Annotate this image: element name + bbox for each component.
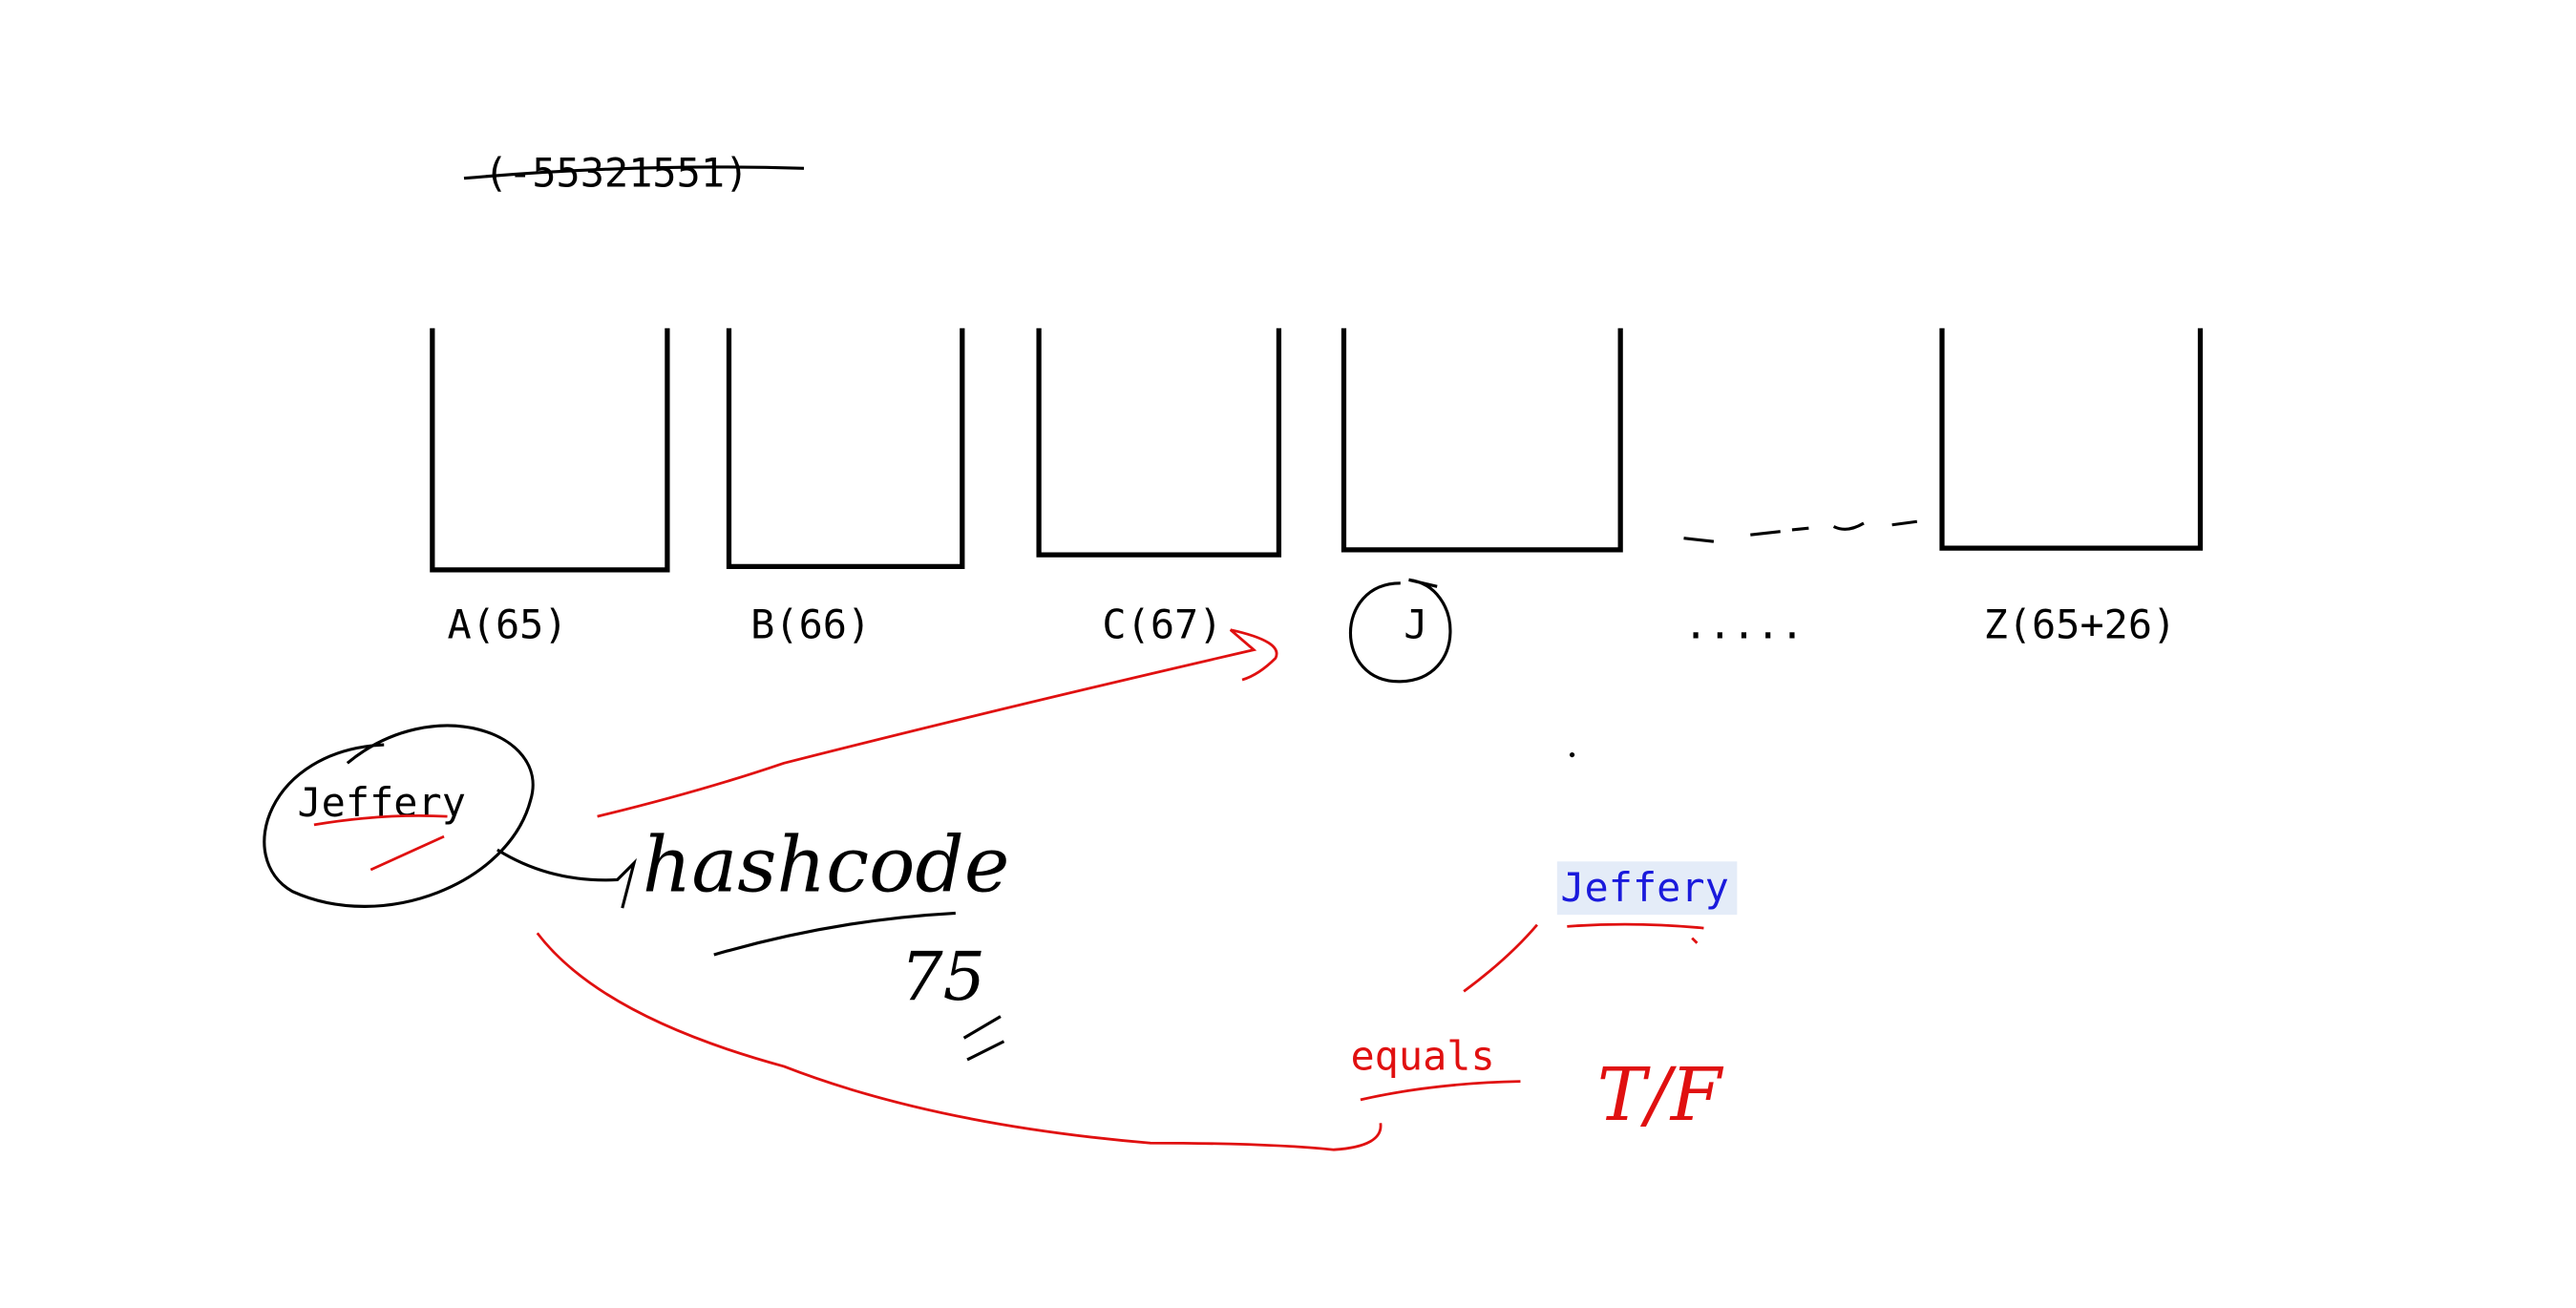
strike <box>463 165 805 180</box>
underline <box>1360 1080 1521 1102</box>
bucket-label: Z(65+26) <box>1984 601 2177 647</box>
bucket-label: B(66) <box>750 601 871 647</box>
bucket <box>430 327 670 573</box>
dashes <box>1683 519 1918 543</box>
arrow-key <box>496 848 637 909</box>
underline <box>313 813 448 872</box>
underline <box>713 911 956 957</box>
bucket-label: ..... <box>1683 601 1804 647</box>
compare-label: equals <box>1350 1032 1494 1079</box>
arrow-hash <box>597 628 1278 818</box>
key: Jeffery <box>297 779 465 826</box>
hash-value: 75 <box>900 939 985 1016</box>
arrow-equals <box>536 932 1383 1151</box>
bucket-label: A(65) <box>448 601 568 647</box>
circle-j <box>1348 578 1452 684</box>
bucket <box>726 327 965 569</box>
stored-key: Jeffery <box>1560 864 1728 911</box>
circle-key <box>263 724 535 908</box>
equals-sign <box>962 1015 1005 1062</box>
highlight <box>1556 861 1738 916</box>
result: T/F <box>1597 1053 1724 1138</box>
dot <box>1569 751 1575 758</box>
bucket-label: C(67) <box>1102 601 1222 647</box>
bucket-label: J <box>1404 601 1427 647</box>
bucket <box>1939 327 2204 551</box>
bucket <box>1036 327 1282 558</box>
link <box>1463 923 1538 993</box>
hash-label: hashcode <box>643 820 1010 910</box>
underline <box>1567 922 1704 944</box>
bucket <box>1341 327 1623 553</box>
